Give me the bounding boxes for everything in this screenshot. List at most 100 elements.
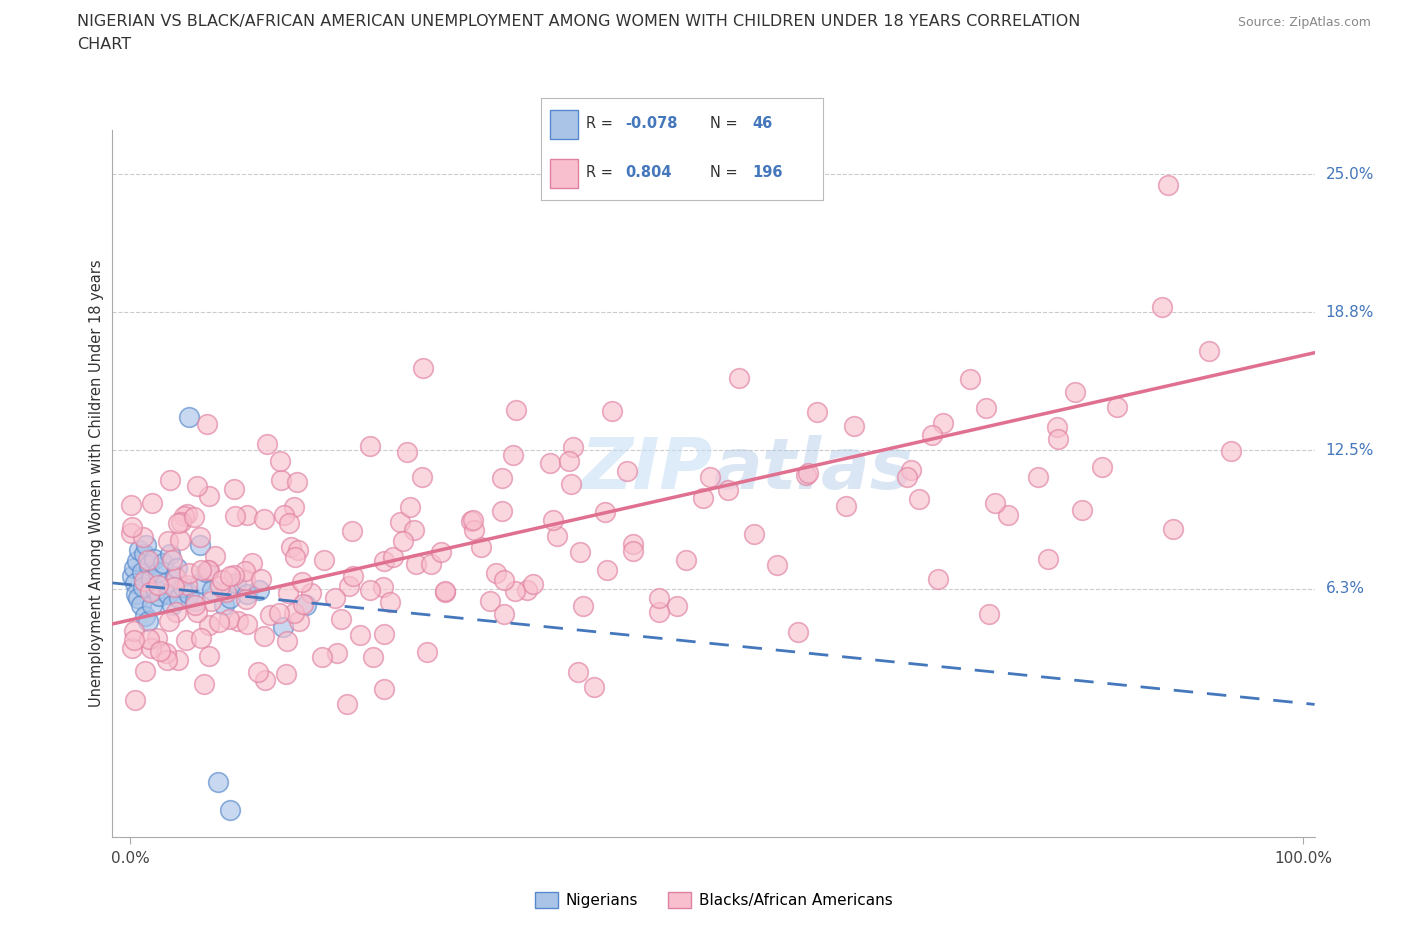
Point <box>201 582 224 597</box>
Point <box>373 553 395 568</box>
Point <box>208 614 231 629</box>
Point <box>470 539 492 554</box>
Point <box>198 489 221 504</box>
Point <box>215 584 238 599</box>
Point <box>183 593 205 608</box>
Point <box>405 557 427 572</box>
Point <box>277 515 299 530</box>
Point <box>291 575 314 590</box>
Point <box>166 516 188 531</box>
Point <box>766 557 789 572</box>
Point <box>1036 551 1059 566</box>
Point <box>479 593 502 608</box>
Point <box>259 607 281 622</box>
Point <box>292 597 315 612</box>
Point <box>1152 299 1174 314</box>
Point <box>138 631 160 646</box>
Point <box>546 528 568 543</box>
Point <box>908 492 931 507</box>
Point <box>430 544 453 559</box>
Point <box>186 478 208 493</box>
Point <box>233 564 256 578</box>
Point <box>340 524 363 538</box>
Point <box>416 644 439 659</box>
Text: CHART: CHART <box>77 37 131 52</box>
Point <box>169 533 191 548</box>
Point <box>595 563 617 578</box>
Point <box>395 445 418 459</box>
Point <box>148 565 170 579</box>
Point <box>127 553 149 568</box>
Point <box>156 587 179 602</box>
Point <box>569 544 592 559</box>
Point <box>165 570 187 585</box>
Point <box>412 360 434 375</box>
Point <box>149 644 172 658</box>
Point <box>267 605 290 620</box>
Point <box>571 598 593 613</box>
Point <box>156 534 179 549</box>
Point <box>433 583 456 598</box>
Point <box>139 640 162 655</box>
Point <box>280 539 302 554</box>
Point <box>797 466 820 481</box>
Point <box>162 598 184 613</box>
Point <box>190 576 212 591</box>
Point <box>159 547 181 562</box>
Point <box>218 803 240 818</box>
Point <box>186 605 208 620</box>
Point <box>127 591 149 606</box>
Point <box>299 586 322 601</box>
Point <box>342 569 364 584</box>
Point <box>148 589 170 604</box>
Point <box>124 693 146 708</box>
Point <box>1046 432 1069 446</box>
Point <box>463 513 485 528</box>
Point <box>492 607 515 622</box>
Point <box>311 649 333 664</box>
Point <box>131 565 153 579</box>
Point <box>742 526 765 541</box>
Point <box>233 572 256 587</box>
Point <box>665 599 688 614</box>
Point <box>561 440 583 455</box>
Point <box>246 665 269 680</box>
Point <box>155 645 177 660</box>
Point <box>167 653 190 668</box>
Point <box>197 648 219 663</box>
Text: atlas: atlas <box>713 435 914 504</box>
Point <box>253 512 276 526</box>
Point <box>256 436 278 451</box>
Point <box>276 634 298 649</box>
Point <box>176 578 198 592</box>
Point <box>145 631 167 645</box>
Point <box>931 416 953 431</box>
Point <box>560 476 582 491</box>
Point <box>1107 400 1129 415</box>
Point <box>177 587 200 602</box>
Text: N =: N = <box>710 166 742 180</box>
Text: R =: R = <box>586 166 617 180</box>
Point <box>283 499 305 514</box>
Point <box>1198 344 1220 359</box>
Text: 196: 196 <box>752 166 783 180</box>
Point <box>120 498 142 512</box>
Point <box>648 591 671 605</box>
Point <box>122 632 145 647</box>
Point <box>136 552 159 567</box>
Point <box>136 613 159 628</box>
Point <box>373 626 395 641</box>
Point <box>120 525 142 540</box>
Point <box>141 598 163 613</box>
Point <box>595 505 617 520</box>
Point <box>132 574 155 589</box>
Point <box>959 372 981 387</box>
Point <box>195 417 218 432</box>
Point <box>156 652 179 667</box>
Point <box>228 614 250 629</box>
Point <box>312 552 335 567</box>
Point <box>794 468 817 483</box>
Point <box>997 508 1019 523</box>
Point <box>582 679 605 694</box>
Point <box>141 496 163 511</box>
